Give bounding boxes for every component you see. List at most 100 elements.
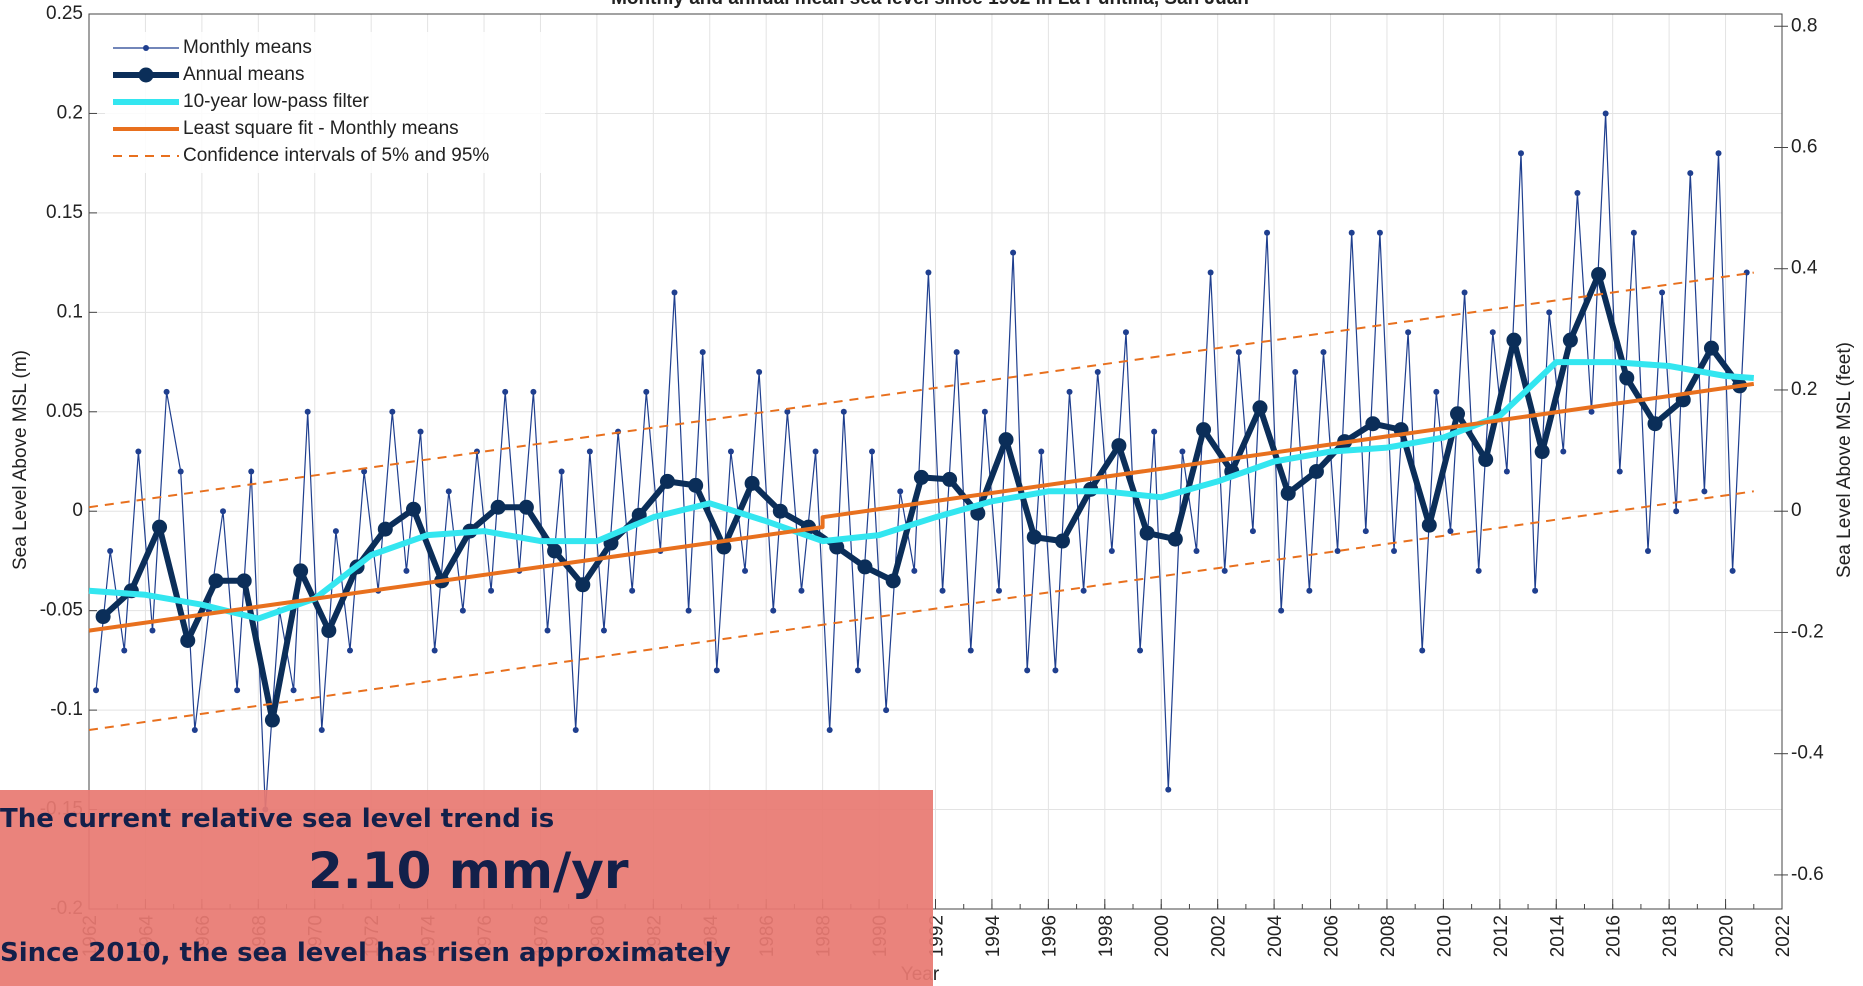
data-point [685,607,692,614]
data-point [377,521,393,537]
legend-label: Annual means [183,64,304,85]
data-point [840,408,847,415]
y2-tick-label: -0.6 [1791,864,1824,885]
data-point [361,468,368,475]
data-point [107,548,114,554]
data-point [290,687,297,694]
data-point [772,503,788,519]
data-point [180,633,196,648]
data-point [293,563,309,579]
data-point [459,607,466,614]
data-point [1673,508,1680,515]
data-point [970,505,986,521]
data-point [1165,786,1172,793]
data-point [1320,349,1327,356]
y-tick-label: -0.05 [40,600,83,621]
data-point [770,607,777,614]
data-point [1010,249,1017,256]
data-point [756,369,763,375]
data-point [1433,388,1440,395]
data-point [885,573,901,589]
data-point [897,488,904,495]
data-point [671,289,678,296]
data-point [699,349,706,356]
data-point [812,448,819,455]
data-point [1729,567,1736,574]
data-point [518,499,534,515]
data-point [1094,369,1101,375]
trend-box: The current relative sea level trend is … [0,790,933,986]
data-point [742,567,749,574]
data-point [163,388,170,395]
data-point [1450,406,1466,422]
data-point [1506,332,1522,348]
data-point [854,667,861,674]
data-point [1137,647,1144,654]
data-point [925,269,932,276]
data-point [727,448,734,455]
data-point [208,573,224,589]
data-point [1701,488,1708,495]
x-tick-label: 2000 [1152,915,1173,957]
x-tick-label: 1996 [1039,915,1060,957]
legend-marker [138,67,154,83]
y-tick-label: 0.2 [57,102,83,123]
data-point [575,577,591,593]
data-point [1362,528,1369,535]
data-point [1108,548,1115,554]
data-point [995,587,1002,594]
data-point [135,448,142,455]
data-point [1066,388,1073,395]
data-point [1447,528,1454,535]
data-point [998,432,1014,448]
x-tick-label: 2010 [1434,915,1455,957]
data-point [236,573,252,589]
data-point [1391,548,1398,554]
trend-text: The current relative sea level trend is [0,804,555,834]
data-point [1376,229,1383,236]
data-point [1703,340,1719,356]
data-point [1052,667,1059,674]
x-tick-label: 2006 [1322,915,1343,957]
data-point [629,587,636,594]
y2-tick-label: 0.4 [1791,258,1818,279]
data-point [318,727,325,733]
data-point [659,473,675,489]
data-point [1532,587,1539,594]
data-point [829,539,845,555]
x-tick-label: 2018 [1660,915,1681,957]
data-point [883,707,890,714]
data-point [1619,370,1635,386]
data-point [744,475,760,491]
data-point [191,727,198,733]
x-tick-label: 1998 [1096,915,1117,957]
data-point [1534,444,1550,460]
data-point [431,647,438,654]
data-point [1280,485,1296,501]
series-line [88,381,1755,633]
data-point [1461,289,1468,296]
y2-tick-label: -0.4 [1791,743,1824,764]
y2-axis-label: Sea Level Above MSL (feet) [1834,342,1855,578]
data-point [1026,529,1042,545]
data-point [1111,438,1127,454]
data-point [1687,170,1694,177]
data-point [1306,587,1313,594]
data-point [1560,448,1567,455]
trend-value: 2.10 mm/yr [308,842,629,900]
data-point [1054,533,1070,549]
data-point [1630,229,1637,236]
data-point [445,488,452,495]
data-point [643,388,650,395]
data-point [688,477,704,493]
x-tick-label: 2022 [1773,915,1794,957]
x-tick-label: 2008 [1378,915,1399,957]
data-point [1207,269,1214,276]
data-point [95,609,111,625]
data-point [403,567,410,574]
data-point [1421,517,1437,533]
data-point [1489,329,1496,336]
x-tick-label: 2014 [1547,915,1568,958]
data-point [1151,428,1158,435]
data-point [572,727,579,733]
